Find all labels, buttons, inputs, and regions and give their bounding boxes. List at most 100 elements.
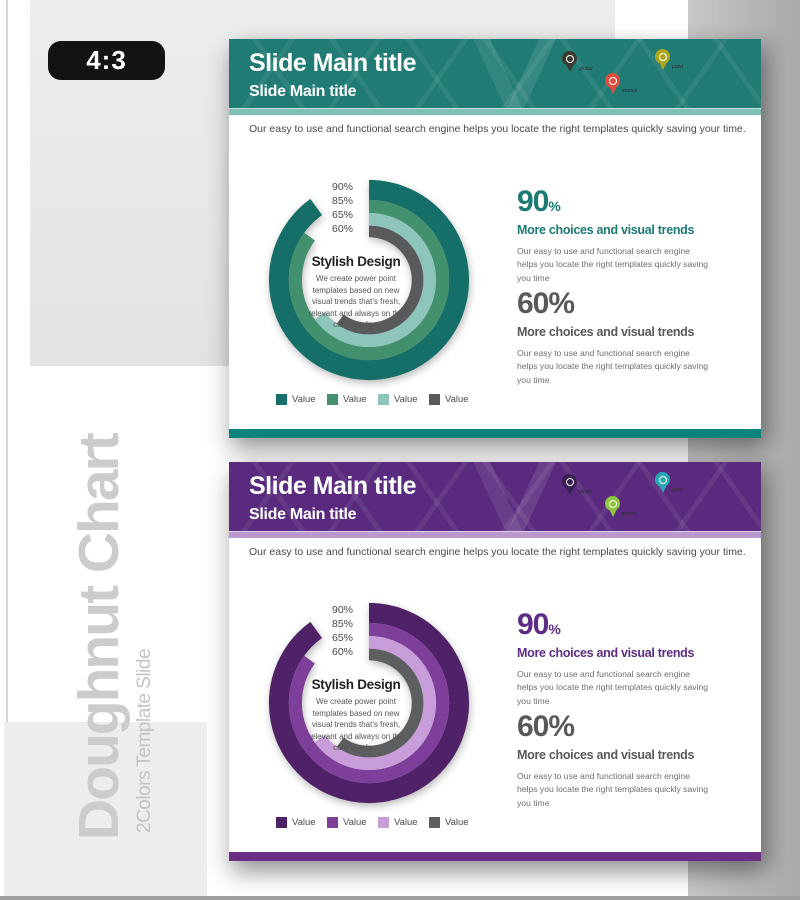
pin-label: global <box>579 66 593 72</box>
pin-label: point <box>672 487 683 493</box>
legend-item: Value <box>429 394 472 405</box>
header-diagonal-pattern <box>229 39 761 108</box>
stat-headline: More choices and visual trends <box>517 646 695 660</box>
legend-swatch <box>276 394 287 405</box>
pin-label: money <box>622 511 638 517</box>
header-diagonal-pattern <box>229 462 761 531</box>
template-name-vertical: Doughnut Chart <box>67 434 131 840</box>
stat-value: 90% <box>517 608 561 641</box>
stat-headline: More choices and visual trends <box>517 325 695 339</box>
percent-sign: % <box>548 621 560 637</box>
stat-block: 90% More choices and visual trends Our e… <box>517 610 727 708</box>
slide-subtitle: Slide Main title <box>249 83 357 100</box>
legend-item: Value <box>276 394 319 405</box>
slide-bottom-bar <box>229 852 761 861</box>
globe-pin-icon <box>562 51 577 66</box>
legend-label: Value <box>394 394 418 405</box>
legend-item: Value <box>327 817 370 828</box>
slide-title: Slide Main title <box>249 472 417 500</box>
legend-swatch <box>429 817 440 828</box>
left-edge-line <box>6 0 8 900</box>
doughnut-chart <box>268 602 470 804</box>
template-subtitle-vertical: 2Colors Template Slide <box>134 648 155 833</box>
aspect-ratio-badge: 4:3 <box>48 41 165 80</box>
ring-label: 85% <box>331 618 353 630</box>
legend-swatch <box>378 817 389 828</box>
percent-sign: % <box>548 198 560 214</box>
header-accent-strip <box>229 531 761 538</box>
slide-preview-purple[interactable]: Slide Main title Slide Main title global… <box>229 462 761 861</box>
legend-swatch <box>276 817 287 828</box>
ring-label: 65% <box>331 632 353 644</box>
map-pin-point: point <box>655 472 683 496</box>
legend-label: Value <box>445 817 469 828</box>
legend-item: Value <box>327 394 370 405</box>
stat-value: 60% <box>517 287 575 320</box>
doughnut-center-paragraph: We create power point templates based on… <box>308 697 404 753</box>
legend-swatch <box>378 394 389 405</box>
slide-subtitle: Slide Main title <box>249 506 357 523</box>
slide-header: Slide Main title Slide Main title global… <box>229 462 761 531</box>
chart-legend: Value Value Value Value <box>276 394 480 405</box>
chart-legend: Value Value Value Value <box>276 817 480 828</box>
ring-label: 60% <box>331 223 353 235</box>
legend-label: Value <box>394 817 418 828</box>
slide-intro-text: Our easy to use and functional search en… <box>249 546 746 558</box>
stat-body: Our easy to use and functional search en… <box>517 669 709 706</box>
pin-label: money <box>622 88 638 94</box>
ring-label: 60% <box>331 646 353 658</box>
stat-value: 90% <box>517 185 561 218</box>
slide-title: Slide Main title <box>249 49 417 77</box>
ring-value-labels: 90% 85% 65% 60% <box>291 603 353 659</box>
legend-item: Value <box>378 817 421 828</box>
doughnut-center-text: Stylish Design We create power point tem… <box>303 677 409 754</box>
map-pin-globe: global <box>562 51 592 75</box>
money-pin-icon <box>605 73 620 88</box>
legend-label: Value <box>292 817 316 828</box>
stat-block: 90% More choices and visual trends Our e… <box>517 187 727 285</box>
stat-body: Our easy to use and functional search en… <box>517 246 709 283</box>
stat-block: 60% More choices and visual trends Our e… <box>517 289 727 387</box>
pin-label: point <box>672 64 683 70</box>
slide-intro-text: Our easy to use and functional search en… <box>249 123 746 135</box>
map-pin-money: money <box>605 496 637 520</box>
stat-body: Our easy to use and functional search en… <box>517 348 709 385</box>
globe-pin-icon <box>562 474 577 489</box>
slide-bottom-bar <box>229 429 761 438</box>
slide-header: Slide Main title Slide Main title global… <box>229 39 761 108</box>
ring-label: 90% <box>331 181 353 193</box>
ring-label: 90% <box>331 604 353 616</box>
stat-headline: More choices and visual trends <box>517 223 695 237</box>
legend-swatch <box>429 394 440 405</box>
stat-value: 60% <box>517 710 575 743</box>
map-pin-point: point <box>655 49 683 73</box>
legend-swatch <box>327 394 338 405</box>
bottom-edge-line <box>0 896 800 900</box>
money-pin-icon <box>605 496 620 511</box>
ring-label: 65% <box>331 209 353 221</box>
slide-preview-teal[interactable]: Slide Main title Slide Main title global… <box>229 39 761 438</box>
doughnut-center-title: Stylish Design <box>311 254 401 269</box>
ring-label: 85% <box>331 195 353 207</box>
legend-label: Value <box>445 394 469 405</box>
legend-label: Value <box>343 394 367 405</box>
legend-item: Value <box>378 394 421 405</box>
stat-body: Our easy to use and functional search en… <box>517 771 709 808</box>
legend-item: Value <box>276 817 319 828</box>
header-accent-strip <box>229 108 761 115</box>
doughnut-center-text: Stylish Design We create power point tem… <box>303 254 409 331</box>
legend-swatch <box>327 817 338 828</box>
doughnut-center-paragraph: We create power point templates based on… <box>308 274 404 330</box>
background-panel-bottom-left <box>4 722 207 896</box>
legend-item: Value <box>429 817 472 828</box>
doughnut-chart <box>268 179 470 381</box>
map-pin-money: money <box>605 73 637 97</box>
point-pin-icon <box>655 472 670 487</box>
doughnut-center-title: Stylish Design <box>311 677 401 692</box>
legend-label: Value <box>343 817 367 828</box>
map-pin-globe: global <box>562 474 592 498</box>
percent-sign: % <box>548 710 575 743</box>
pin-label: global <box>579 489 593 495</box>
stat-block: 60% More choices and visual trends Our e… <box>517 712 727 810</box>
ring-value-labels: 90% 85% 65% 60% <box>291 180 353 236</box>
